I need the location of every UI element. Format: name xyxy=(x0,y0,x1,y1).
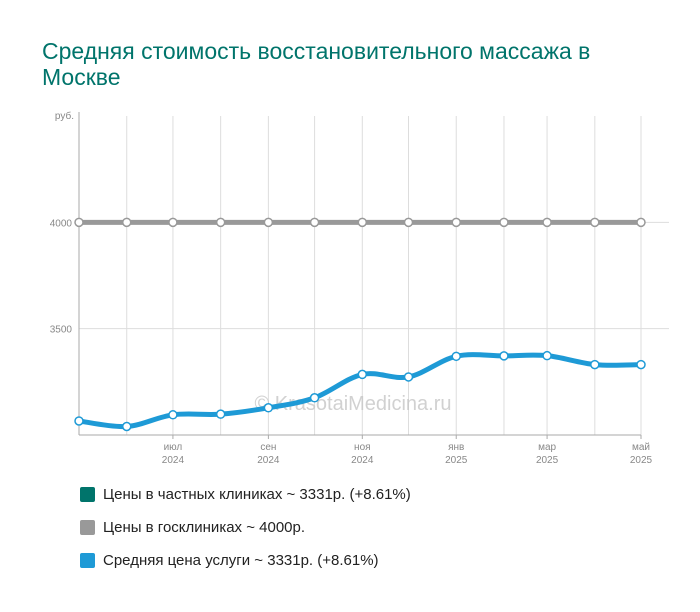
data-point-public xyxy=(403,217,414,228)
data-point-average xyxy=(263,403,274,413)
x-tick-label-month: янв xyxy=(448,442,464,453)
y-tick-label: 3500 xyxy=(50,325,73,336)
legend-label-average: Средняя цена услуги ~ 3331р. (+8.61%) xyxy=(103,551,379,569)
data-point-public xyxy=(499,217,509,228)
legend-label-private: Цены в частных клиниках ~ 3331р. (+8.61%… xyxy=(103,485,411,503)
data-point-public xyxy=(121,217,132,228)
series-lines xyxy=(74,217,646,432)
data-point-average xyxy=(542,350,552,361)
x-tick-label-month: июл xyxy=(164,442,183,453)
y-tick-label: 4000 xyxy=(50,218,73,229)
data-point-public xyxy=(357,217,368,228)
data-point-public xyxy=(215,217,226,228)
grid-lines xyxy=(78,116,669,435)
x-tick-label-month: май xyxy=(632,442,650,453)
legend-label-public: Цены в госклиниках ~ 4000р. xyxy=(103,518,306,536)
data-point-public xyxy=(451,217,461,228)
chart-title: Средняя стоимость восстановительного мас… xyxy=(42,38,591,90)
legend-swatch-public xyxy=(80,519,95,535)
x-tick-label-year: 2025 xyxy=(445,455,468,466)
data-point-average xyxy=(74,416,84,426)
data-point-average xyxy=(309,393,320,403)
data-point-average xyxy=(168,410,178,420)
x-tick-label-month: сен xyxy=(260,442,276,453)
legend: Цены в частных клиниках ~ 3331р. (+8.61%… xyxy=(80,484,411,583)
data-point-public xyxy=(168,217,178,228)
data-point-average xyxy=(357,369,368,380)
data-point-average xyxy=(215,409,226,419)
x-tick-label-year: 2024 xyxy=(162,455,185,466)
legend-item-average[interactable]: Средняя цена услуги ~ 3331р. (+8.61%) xyxy=(80,550,411,570)
data-point-public xyxy=(263,217,274,228)
x-tick-label-month: ноя xyxy=(354,442,371,453)
data-point-public xyxy=(309,217,320,228)
legend-swatch-average xyxy=(80,552,95,568)
data-point-average xyxy=(636,359,646,370)
x-tick-label-year: 2024 xyxy=(351,455,374,466)
data-point-public xyxy=(542,217,552,228)
data-point-average xyxy=(121,421,132,432)
x-tick-label-year: 2024 xyxy=(257,455,280,466)
series-line-average xyxy=(76,352,644,430)
x-tick-label-year: 2025 xyxy=(536,455,559,466)
legend-item-public[interactable]: Цены в госклиниках ~ 4000р. xyxy=(80,517,411,537)
data-point-average xyxy=(451,351,461,362)
x-tick-label-year: 2025 xyxy=(630,455,653,466)
legend-swatch-private xyxy=(80,486,95,502)
data-point-average xyxy=(499,351,509,361)
data-point-public xyxy=(74,217,84,228)
y-axis-unit: руб. xyxy=(55,110,74,122)
legend-item-private[interactable]: Цены в частных клиниках ~ 3331р. (+8.61%… xyxy=(80,484,411,504)
x-tick-label-month: мар xyxy=(538,442,556,453)
data-point-average xyxy=(590,359,600,370)
data-point-public xyxy=(636,217,646,228)
data-point-average xyxy=(403,372,414,382)
data-point-public xyxy=(590,217,600,228)
axes: 3500 4000 июл 2024 сен 2024 ноя 2024 янв 2025 мар 2… xyxy=(50,112,653,466)
